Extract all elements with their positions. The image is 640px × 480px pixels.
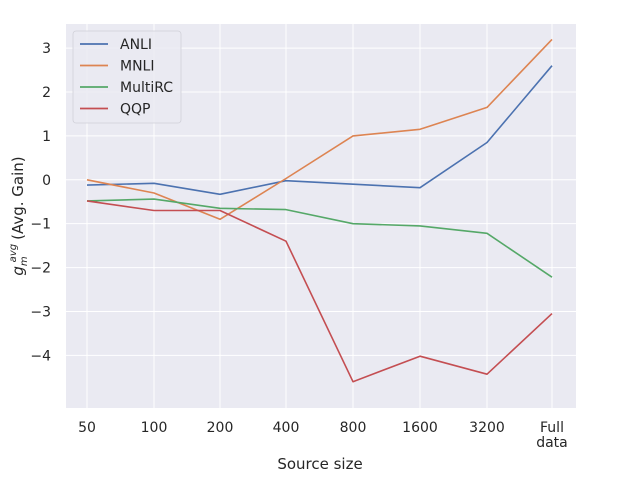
y-tick-label: 3 [42,41,51,57]
legend-entry: MNLI [120,59,154,75]
series-line-multirc [86,198,553,278]
x-tick-label: 200 [207,420,234,436]
x-tick-label: 400 [273,420,300,436]
y-tick-label: 0 [42,173,51,189]
y-tick-label: −3 [30,304,51,320]
legend-entry: QQP [120,102,150,118]
y-tick-label: 1 [42,129,51,145]
y-axis-sup: avg [8,244,19,262]
series-line-qqp [86,200,553,383]
legend: ANLI MNLI MultiRC QQP [72,30,182,124]
x-tick-label: 50 [78,420,96,436]
x-tick-label: 100 [141,420,168,436]
x-tick-label: 800 [340,420,367,436]
y-tick-label: −2 [30,261,51,277]
series-line-mnli [86,38,553,221]
y-tick-label: −1 [30,217,51,233]
series-line-anli [86,65,553,196]
legend-box [72,30,182,124]
series-lines [86,38,553,383]
y-axis-sub: m [19,256,30,266]
x-axis-label: Source size [277,455,362,473]
x-tick-labels: 50 100 200 400 800 1600 3200 Full data [78,420,568,451]
x-tick-label: 3200 [469,420,505,436]
y-axis-symbol: g [9,266,27,276]
y-tick-labels: 3 2 1 0 −1 −2 −3 −4 [30,41,51,364]
legend-entry: ANLI [120,37,152,53]
legend-entry: MultiRC [120,80,173,96]
y-tick-label: 2 [42,85,51,101]
y-axis-label: gmavg (Avg. Gain) [8,156,30,275]
x-tick-label: Full data [536,420,568,451]
y-tick-label: −4 [30,348,51,364]
x-tick-label: 1600 [402,420,438,436]
y-axis-text: (Avg. Gain) [9,156,27,240]
